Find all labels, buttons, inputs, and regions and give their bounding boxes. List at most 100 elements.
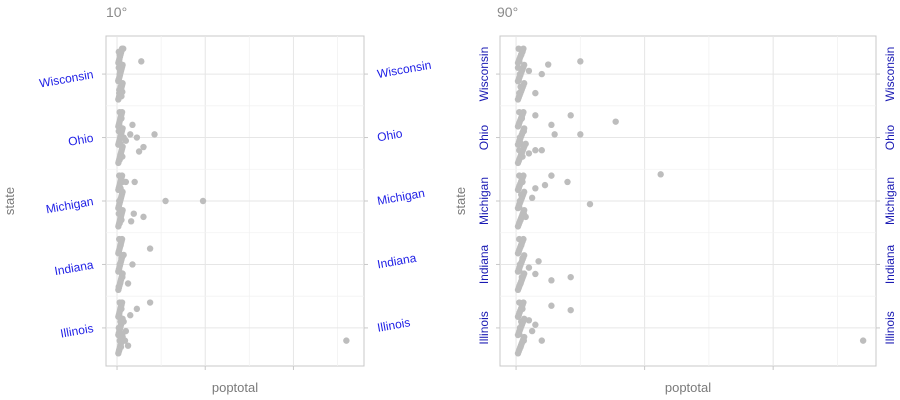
data-point: [520, 299, 527, 306]
data-point: [122, 327, 130, 335]
data-point: [520, 270, 528, 277]
data-point: [520, 252, 528, 259]
y-axis-title: state: [2, 187, 17, 215]
data-point: [528, 327, 536, 335]
data-point: [548, 277, 555, 284]
data-point: [520, 333, 528, 341]
data-point: [520, 45, 527, 52]
data-point: [525, 150, 533, 157]
data-point: [520, 315, 528, 322]
data-point: [520, 80, 528, 87]
y-tick-label-right: Illinois: [883, 311, 897, 344]
data-point: [520, 108, 527, 116]
data-point: [532, 321, 539, 328]
y-tick-label-left: Illinois: [59, 321, 94, 341]
data-point: [532, 89, 539, 97]
panel-title: 10°: [106, 4, 127, 20]
data-point: [118, 45, 126, 52]
data-point: [138, 58, 145, 65]
data-point: [131, 178, 138, 186]
data-point: [151, 131, 158, 138]
data-point: [127, 131, 134, 138]
data-point: [162, 197, 169, 205]
y-tick-label-right: Ohio: [376, 126, 404, 144]
data-point: [343, 337, 350, 344]
data-point: [122, 137, 130, 144]
x-axis-title: poptotal: [212, 380, 258, 395]
data-point: [124, 342, 132, 349]
y-tick-label-left: Wisconsin: [38, 67, 94, 90]
y-tick-label-right: Ohio: [883, 125, 897, 151]
data-point: [538, 147, 545, 154]
chart-panel-1: 10° Illinois Illinois Indiana Indiana Michiga…: [2, 4, 432, 395]
data-point: [586, 200, 594, 208]
data-point: [859, 337, 867, 344]
data-point: [118, 299, 126, 306]
chart-panel-2: 90° Illinois Illinois Indiana Indiana Michiga…: [453, 4, 897, 395]
data-point: [657, 171, 664, 178]
data-point: [520, 235, 527, 243]
data-point: [118, 235, 126, 243]
data-point: [567, 112, 574, 119]
data-point: [133, 305, 141, 313]
data-point: [135, 148, 143, 155]
data-point: [127, 312, 134, 319]
y-tick-label-right: Wisconsin: [376, 58, 432, 81]
data-point: [525, 264, 533, 271]
data-point: [146, 299, 154, 306]
y-tick-label-right: Indiana: [376, 251, 418, 272]
y-tick-label-left: Indiana: [477, 244, 491, 284]
x-axis-title: poptotal: [665, 380, 711, 395]
data-point: [535, 258, 542, 265]
data-point: [127, 218, 135, 225]
y-tick-label-left: Wisconsin: [477, 47, 491, 102]
data-point: [130, 210, 137, 217]
data-point: [520, 125, 528, 132]
y-tick-label-left: Ohio: [67, 131, 95, 149]
data-point: [567, 306, 574, 314]
y-tick-label-left: Ohio: [477, 125, 491, 151]
data-point: [122, 178, 130, 186]
data-point: [129, 261, 136, 268]
data-point: [199, 197, 207, 205]
data-point: [551, 131, 558, 138]
y-tick-label-right: Indiana: [883, 244, 897, 284]
data-point: [140, 213, 147, 221]
y-tick-label-right: Wisconsin: [883, 47, 897, 102]
data-point: [118, 108, 126, 116]
y-tick-label-left: Indiana: [53, 258, 95, 279]
data-point: [532, 185, 539, 192]
data-point: [538, 337, 545, 344]
data-point: [548, 121, 555, 129]
data-point: [567, 273, 574, 281]
y-axis-title: state: [453, 187, 468, 215]
data-point: [118, 172, 126, 179]
data-point: [133, 134, 141, 141]
y-tick-label-left: Illinois: [477, 311, 491, 344]
data-point: [520, 143, 528, 150]
y-tick-label-left: Michigan: [45, 194, 95, 216]
data-point: [541, 181, 549, 189]
data-point: [146, 245, 154, 252]
y-tick-label-right: Michigan: [376, 186, 426, 208]
panel-title: 90°: [497, 4, 518, 20]
data-point: [528, 194, 536, 202]
data-point: [612, 118, 619, 125]
data-point: [548, 172, 555, 179]
data-point: [525, 67, 533, 75]
data-point: [548, 302, 555, 309]
data-point: [532, 270, 539, 278]
data-point: [532, 112, 539, 119]
data-point: [564, 178, 571, 186]
data-point: [520, 172, 527, 179]
data-point: [140, 143, 147, 151]
data-point: [545, 61, 552, 68]
data-point: [520, 206, 528, 214]
data-point: [520, 188, 528, 196]
y-tick-label-right: Illinois: [376, 315, 411, 335]
data-point: [124, 280, 132, 287]
data-point: [538, 70, 545, 78]
data-point: [577, 58, 584, 65]
data-point: [532, 147, 539, 154]
y-tick-label-left: Michigan: [477, 177, 491, 225]
